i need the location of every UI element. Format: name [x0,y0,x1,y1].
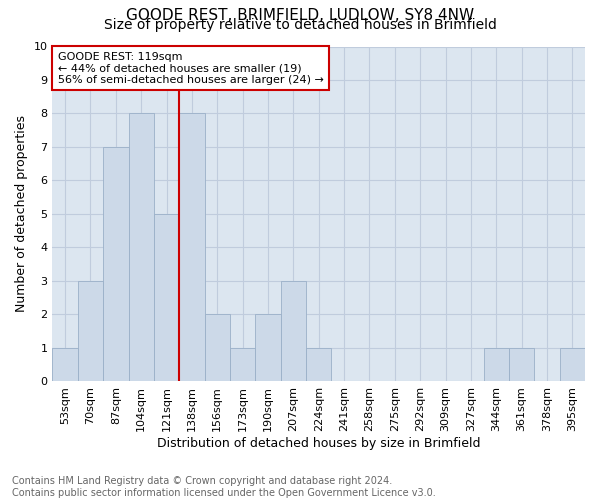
Bar [128,114,154,382]
Y-axis label: Number of detached properties: Number of detached properties [15,116,28,312]
Text: GOODE REST: 119sqm
← 44% of detached houses are smaller (19)
56% of semi-detache: GOODE REST: 119sqm ← 44% of detached hou… [58,52,323,84]
X-axis label: Distribution of detached houses by size in Brimfield: Distribution of detached houses by size … [157,437,481,450]
Bar [52,348,78,382]
Bar [509,348,534,382]
Bar [230,348,256,382]
Bar [281,281,306,382]
Bar [154,214,179,382]
Text: Size of property relative to detached houses in Brimfield: Size of property relative to detached ho… [104,18,496,32]
Text: GOODE REST, BRIMFIELD, LUDLOW, SY8 4NW: GOODE REST, BRIMFIELD, LUDLOW, SY8 4NW [126,8,474,22]
Bar [484,348,509,382]
Bar [205,314,230,382]
Bar [179,114,205,382]
Bar [306,348,331,382]
Bar [560,348,585,382]
Text: Contains HM Land Registry data © Crown copyright and database right 2024.
Contai: Contains HM Land Registry data © Crown c… [12,476,436,498]
Bar [256,314,281,382]
Bar [103,147,128,382]
Bar [78,281,103,382]
